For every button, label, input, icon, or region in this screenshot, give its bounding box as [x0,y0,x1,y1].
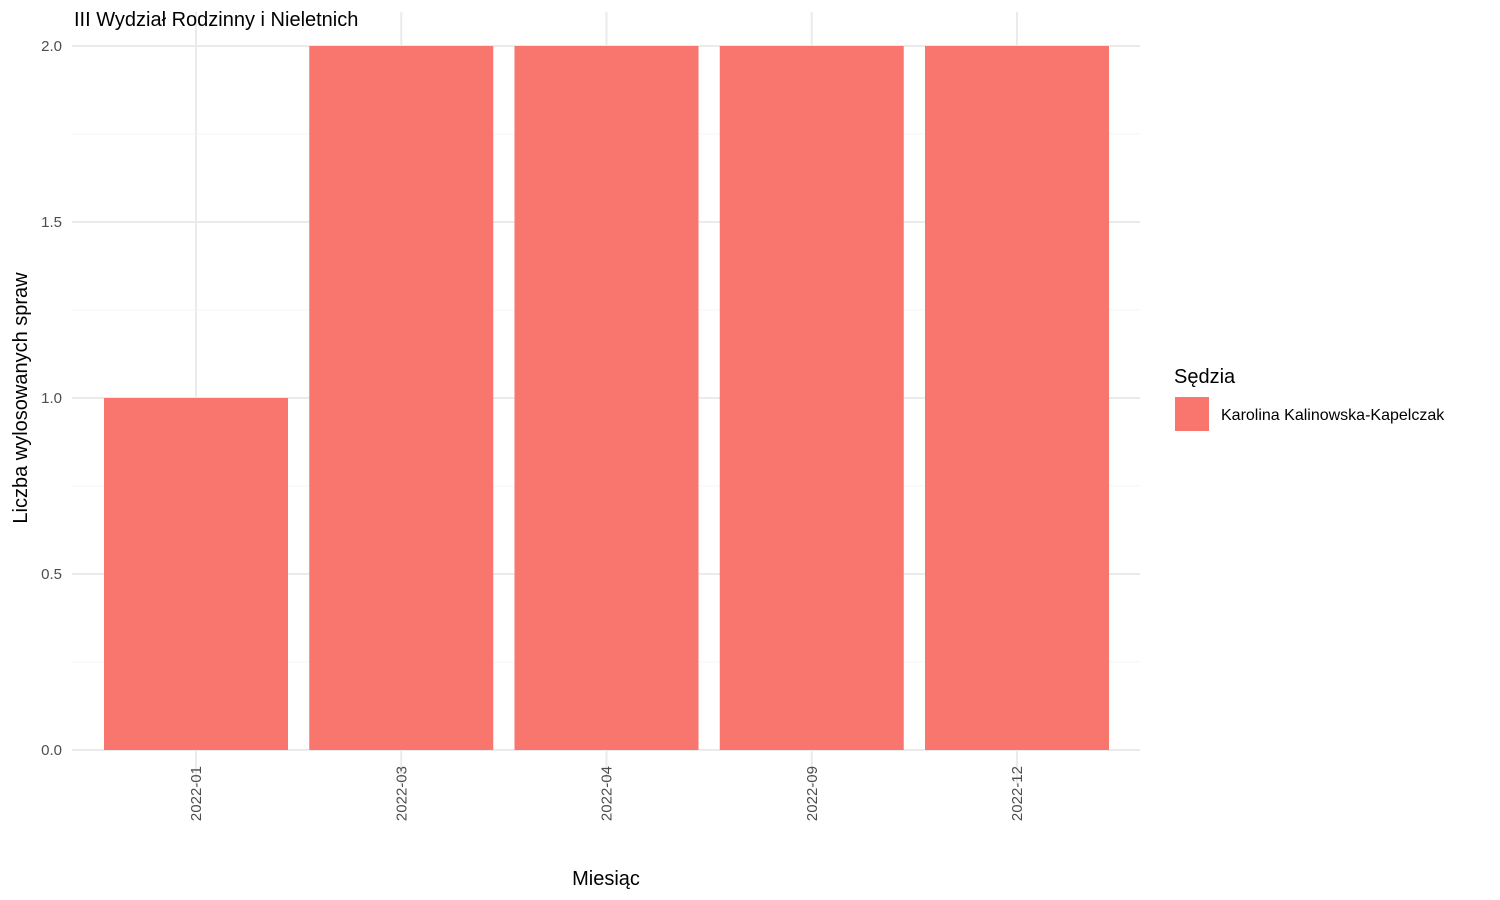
legend: Sędzia Karolina Kalinowska-Kapelczak [1174,366,1445,431]
bar-2022-01 [104,398,288,750]
x-tick-label: 2022-12 [1009,766,1026,821]
bars [104,46,1109,750]
x-tick-label: 2022-09 [804,766,821,821]
bar-2022-03 [309,46,494,750]
chart-title: III Wydział Rodzinny i Nieletnich [74,9,358,31]
x-tick-label: 2022-04 [599,766,616,821]
legend-item-label: Karolina Kalinowska-Kapelczak [1221,407,1445,424]
x-tick-label: 2022-01 [188,766,205,821]
bar-2022-09 [719,46,904,750]
y-tick-label: 1.0 [41,390,62,407]
legend-key [1175,397,1209,431]
y-tick-label: 0.5 [41,566,62,583]
x-axis-ticks: 2022-01 2022-03 2022-04 2022-09 2022-12 [188,766,1026,821]
y-axis-ticks: 0.0 0.5 1.0 1.5 2.0 [41,38,62,759]
y-tick-label: 1.5 [41,214,62,231]
legend-title: Sędzia [1174,366,1236,388]
bar-2022-12 [925,46,1109,750]
bar-2022-04 [514,46,699,750]
x-tick-label: 2022-03 [393,766,410,821]
y-tick-label: 0.0 [41,742,62,759]
x-axis-title: Miesiąc [572,868,640,890]
y-axis-title: Liczba wylosowanych spraw [10,272,32,524]
y-tick-label: 2.0 [41,38,62,55]
